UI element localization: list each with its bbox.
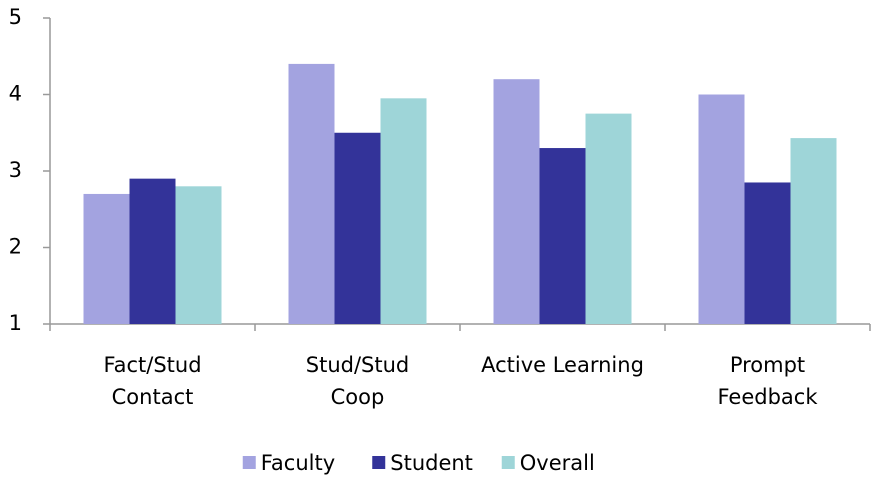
legend-label: Faculty [261,451,335,475]
y-tick-label: 2 [9,235,22,259]
bar [129,178,176,324]
legend-swatch [372,456,386,469]
bar [83,193,130,324]
x-tick-label: Prompt [730,353,805,377]
x-tick-label: Contact [112,385,194,409]
legend-label: Overall [520,451,595,475]
bar [790,138,837,324]
x-tick-label: Active Learning [481,353,644,377]
x-tick-label: Coop [331,385,385,409]
bar [744,182,791,324]
bar [380,98,427,324]
y-tick-label: 4 [9,82,22,106]
bar [334,132,381,324]
bar [539,148,586,324]
legend-swatch [242,456,256,469]
x-tick-label: Feedback [717,385,818,409]
x-tick-label: Stud/Stud [306,353,409,377]
bar [175,186,222,324]
bar [698,94,745,324]
y-tick-label: 3 [9,158,22,182]
legend-swatch [501,456,515,469]
x-tick-label: Fact/Stud [103,353,201,377]
y-tick-label: 5 [9,5,22,29]
bar [493,79,540,324]
bar [585,113,632,324]
legend-label: Student [390,451,473,475]
bar [288,63,335,325]
y-tick-label: 1 [9,311,22,335]
